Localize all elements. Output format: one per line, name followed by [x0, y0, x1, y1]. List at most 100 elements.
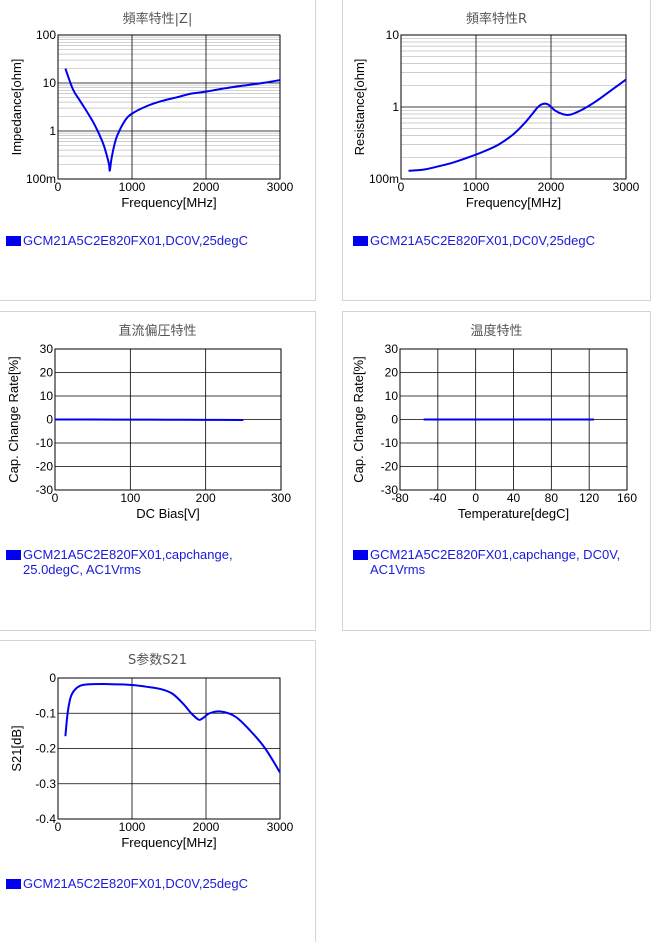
y-tick-label: 20 [40, 366, 54, 380]
y-tick-label: 0 [49, 671, 56, 685]
chart-title: 直流偏圧特性 [118, 324, 197, 339]
x-axis-label: Frequency[MHz] [466, 195, 561, 210]
y-tick-label: -0.2 [35, 742, 56, 756]
y-tick-label: 0 [391, 413, 398, 427]
legend-swatch [353, 236, 368, 246]
x-tick-label: 300 [271, 491, 291, 505]
s21-chart: 0 1000 2000 3000 -0.4 -0.3 -0.2 -0.1 0 Frequency[… [9, 671, 294, 850]
y-tick-label: -30 [36, 483, 54, 497]
x-tick-label: 40 [507, 491, 521, 505]
y-tick-label: -30 [381, 483, 399, 497]
x-tick-label: 80 [545, 491, 559, 505]
x-tick-label: 0 [55, 820, 62, 834]
chart-legend[interactable]: GCM21A5C2E820FX01,DC0V,25degC [6, 876, 248, 891]
impedance-chart: 0 1000 2000 3000 100m 1 10 100 Frequency[MHz] Imp… [9, 28, 294, 210]
x-tick-label: 2000 [193, 180, 220, 194]
y-tick-label: -0.1 [35, 706, 56, 720]
legend-swatch [353, 550, 368, 560]
y-tick-label: -10 [381, 436, 399, 450]
chart-title: S参数S21 [127, 653, 188, 668]
x-tick-label: 3000 [267, 180, 294, 194]
legend-swatch [6, 236, 21, 246]
minor-grid [401, 37, 626, 158]
y-tick-label: 10 [43, 76, 57, 90]
y-tick-label: 100 [36, 28, 56, 42]
x-tick-label: -80 [391, 491, 409, 505]
y-axis-label: Impedance[ohm] [9, 59, 24, 156]
series-line [64, 682, 281, 773]
x-tick-label: 100 [120, 491, 140, 505]
series-line [64, 68, 281, 172]
x-axis-label: Temperature[degC] [458, 506, 569, 521]
y-axis-label: S21[dB] [9, 725, 24, 771]
chart-legend[interactable]: GCM21A5C2E820FX01,capchange, 25.0degC, A… [6, 547, 233, 577]
y-tick-label: 100m [26, 172, 56, 186]
x-tick-label: 0 [472, 491, 479, 505]
y-tick-label: 10 [386, 28, 400, 42]
x-axis-label: Frequency[MHz] [121, 195, 216, 210]
x-tick-label: 3000 [613, 180, 640, 194]
y-tick-label: 30 [40, 342, 54, 356]
minor-grid [58, 36, 280, 165]
x-tick-label: -40 [429, 491, 447, 505]
temperature-chart: -80 -40 0 40 80 120 160 -30 -20 -10 0 10 20 30 Tempera… [351, 342, 637, 521]
y-axis-label: Resistance[ohm] [352, 59, 367, 156]
chart-panel-temperature: 温度特性 -80 -40 0 40 80 120 160 -30 -20 -10 0 10 20 30 Te… [342, 311, 651, 631]
plot-frame [57, 677, 281, 820]
plot-frame [399, 348, 628, 491]
x-tick-label: 2000 [193, 820, 220, 834]
legend-label: GCM21A5C2E820FX01,DC0V,25degC [23, 233, 248, 248]
chart-legend[interactable]: GCM21A5C2E820FX01,DC0V,25degC [353, 233, 595, 248]
chart-panel-impedance: 頻率特性|Z| 0 1000 2000 3000 100m 1 10 100 Frequency… [0, 0, 316, 301]
x-tick-label: 120 [579, 491, 599, 505]
plot-frame [57, 34, 281, 180]
resistance-chart: 0 1000 2000 3000 100m 1 10 Frequency[MHz] Resist… [352, 28, 640, 210]
x-tick-label: 1000 [119, 820, 146, 834]
y-tick-label: 0 [46, 413, 53, 427]
y-tick-label: 100m [369, 172, 399, 186]
y-tick-label: 1 [392, 100, 399, 114]
x-tick-label: 1000 [463, 180, 490, 194]
chart-title: 温度特性 [470, 324, 523, 339]
y-tick-label: 20 [385, 366, 399, 380]
x-tick-label: 3000 [267, 820, 294, 834]
y-axis-label: Cap. Change Rate[%] [6, 356, 21, 482]
legend-label: GCM21A5C2E820FX01,DC0V,25degC [370, 233, 595, 248]
y-tick-label: -0.3 [35, 777, 56, 791]
series-line [408, 78, 627, 172]
x-tick-label: 0 [398, 180, 405, 194]
y-axis-label: Cap. Change Rate[%] [351, 356, 366, 482]
major-grid [57, 677, 281, 820]
y-tick-label: -20 [381, 460, 399, 474]
x-tick-label: 0 [55, 180, 62, 194]
y-tick-label: -10 [36, 436, 54, 450]
legend-label: GCM21A5C2E820FX01,capchange, DC0V, AC1Vr… [370, 547, 621, 577]
y-tick-label: -0.4 [35, 812, 56, 826]
dc-bias-chart: 0 100 200 300 -30 -20 -10 0 10 20 30 DC Bias[V] Cap.… [6, 342, 291, 521]
x-tick-label: 2000 [538, 180, 565, 194]
legend-swatch [6, 550, 21, 560]
y-tick-label: -20 [36, 460, 54, 474]
x-tick-label: 160 [617, 491, 637, 505]
y-tick-label: 1 [49, 124, 56, 138]
chart-panel-dc-bias: 直流偏圧特性 0 100 200 300 -30 -20 -10 0 10 20 30 DC Bias… [0, 311, 316, 631]
chart-title: 頻率特性R [465, 12, 528, 27]
chart-title: 頻率特性|Z| [122, 12, 193, 27]
chart-legend[interactable]: GCM21A5C2E820FX01,capchange, DC0V, AC1Vr… [353, 547, 620, 577]
chart-panel-resistance: 頻率特性R 0 1000 2000 3000 100m 1 10 Frequency[MHz]… [342, 0, 651, 301]
x-axis-label: Frequency[MHz] [121, 835, 216, 850]
chart-legend[interactable]: GCM21A5C2E820FX01,DC0V,25degC [6, 233, 248, 248]
x-tick-label: 0 [52, 491, 59, 505]
y-tick-label: 10 [385, 389, 399, 403]
legend-label: GCM21A5C2E820FX01,DC0V,25degC [23, 876, 248, 891]
chart-panel-s21: S参数S21 0 1000 2000 3000 -0.4 -0.3 -0.2 -0.1 0 Fre… [0, 640, 316, 942]
x-axis-label: DC Bias[V] [136, 506, 200, 521]
x-tick-label: 1000 [119, 180, 146, 194]
legend-swatch [6, 879, 21, 889]
x-tick-label: 200 [196, 491, 216, 505]
major-grid [57, 34, 281, 180]
y-tick-label: 30 [385, 342, 399, 356]
legend-label: GCM21A5C2E820FX01,capchange, 25.0degC, A… [23, 547, 233, 577]
y-tick-label: 10 [40, 389, 54, 403]
plot-frame [400, 34, 627, 180]
